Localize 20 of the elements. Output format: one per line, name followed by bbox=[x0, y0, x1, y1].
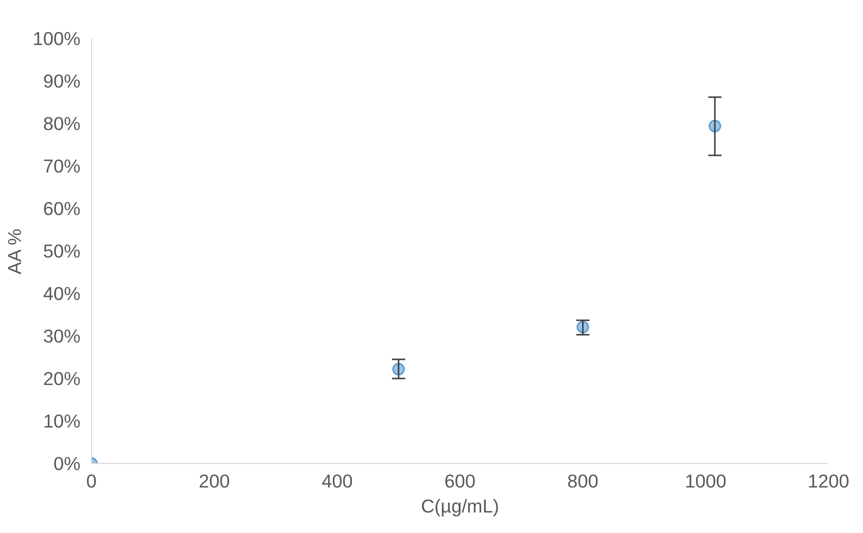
y-tick-label: 0% bbox=[54, 453, 81, 474]
y-tick-label: 50% bbox=[43, 240, 81, 262]
y-axis-title: AA % bbox=[4, 228, 25, 274]
y-tick-label: 100% bbox=[32, 28, 81, 49]
x-tick-label: 1000 bbox=[684, 470, 726, 492]
y-tick-label: 10% bbox=[43, 410, 81, 432]
x-axis-title: C(µg/mL) bbox=[420, 496, 500, 516]
y-tick-label: 80% bbox=[43, 113, 81, 134]
x-tick-label: 400 bbox=[322, 470, 353, 492]
x-tick-label: 800 bbox=[567, 470, 598, 492]
x-tick-label: 200 bbox=[198, 470, 230, 492]
y-tick-label: 60% bbox=[43, 198, 81, 219]
x-tick-label: 1200 bbox=[808, 470, 850, 492]
y-tick-label: 70% bbox=[43, 156, 81, 176]
y-tick-label: 30% bbox=[43, 326, 81, 346]
y-tick-label: 40% bbox=[43, 283, 81, 304]
y-tick-label: 90% bbox=[43, 70, 81, 92]
x-tick-label: 600 bbox=[444, 470, 476, 492]
x-tick-label: 0 bbox=[86, 470, 97, 492]
y-tick-label: 20% bbox=[43, 368, 81, 389]
